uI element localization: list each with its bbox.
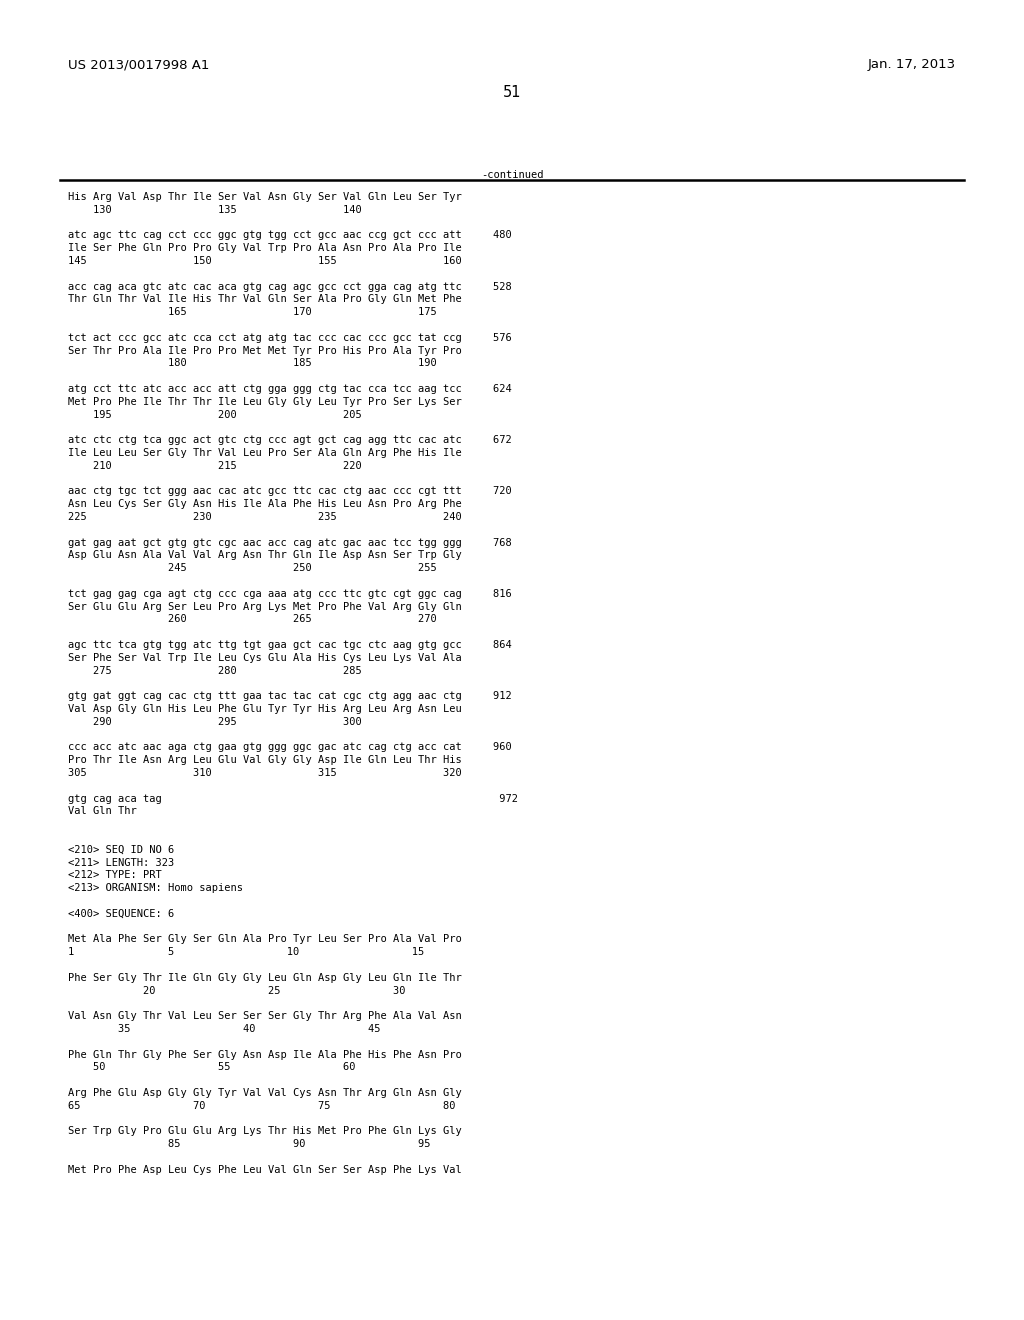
Text: tct gag gag cga agt ctg ccc cga aaa atg ccc ttc gtc cgt ggc cag     816: tct gag gag cga agt ctg ccc cga aaa atg …	[68, 589, 512, 599]
Text: 275                 280                 285: 275 280 285	[68, 665, 361, 676]
Text: <213> ORGANISM: Homo sapiens: <213> ORGANISM: Homo sapiens	[68, 883, 243, 894]
Text: His Arg Val Asp Thr Ile Ser Val Asn Gly Ser Val Gln Leu Ser Tyr: His Arg Val Asp Thr Ile Ser Val Asn Gly …	[68, 191, 462, 202]
Text: Ile Leu Leu Ser Gly Thr Val Leu Pro Ser Ala Gln Arg Phe His Ile: Ile Leu Leu Ser Gly Thr Val Leu Pro Ser …	[68, 447, 462, 458]
Text: <212> TYPE: PRT: <212> TYPE: PRT	[68, 870, 162, 880]
Text: Val Asp Gly Gln His Leu Phe Glu Tyr Tyr His Arg Leu Arg Asn Leu: Val Asp Gly Gln His Leu Phe Glu Tyr Tyr …	[68, 704, 462, 714]
Text: tct act ccc gcc atc cca cct atg atg tac ccc cac ccc gcc tat ccg     576: tct act ccc gcc atc cca cct atg atg tac …	[68, 333, 512, 343]
Text: 305                 310                 315                 320: 305 310 315 320	[68, 768, 462, 777]
Text: Asp Glu Asn Ala Val Val Arg Asn Thr Gln Ile Asp Asn Ser Trp Gly: Asp Glu Asn Ala Val Val Arg Asn Thr Gln …	[68, 550, 462, 561]
Text: Val Gln Thr: Val Gln Thr	[68, 807, 137, 816]
Text: Arg Phe Glu Asp Gly Gly Tyr Val Val Cys Asn Thr Arg Gln Asn Gly: Arg Phe Glu Asp Gly Gly Tyr Val Val Cys …	[68, 1088, 462, 1098]
Text: Ser Thr Pro Ala Ile Pro Pro Met Met Tyr Pro His Pro Ala Tyr Pro: Ser Thr Pro Ala Ile Pro Pro Met Met Tyr …	[68, 346, 462, 355]
Text: ccc acc atc aac aga ctg gaa gtg ggg ggc gac atc cag ctg acc cat     960: ccc acc atc aac aga ctg gaa gtg ggg ggc …	[68, 742, 512, 752]
Text: <211> LENGTH: 323: <211> LENGTH: 323	[68, 858, 174, 867]
Text: 51: 51	[503, 84, 521, 100]
Text: acc cag aca gtc atc cac aca gtg cag agc gcc cct gga cag atg ttc     528: acc cag aca gtc atc cac aca gtg cag agc …	[68, 281, 512, 292]
Text: Ser Glu Glu Arg Ser Leu Pro Arg Lys Met Pro Phe Val Arg Gly Gln: Ser Glu Glu Arg Ser Leu Pro Arg Lys Met …	[68, 602, 462, 611]
Text: 130                 135                 140: 130 135 140	[68, 205, 361, 215]
Text: gat gag aat gct gtg gtc cgc aac acc cag atc gac aac tcc tgg ggg     768: gat gag aat gct gtg gtc cgc aac acc cag …	[68, 537, 512, 548]
Text: 85                  90                  95: 85 90 95	[68, 1139, 430, 1150]
Text: agc ttc tca gtg tgg atc ttg tgt gaa gct cac tgc ctc aag gtg gcc     864: agc ttc tca gtg tgg atc ttg tgt gaa gct …	[68, 640, 512, 649]
Text: <210> SEQ ID NO 6: <210> SEQ ID NO 6	[68, 845, 174, 855]
Text: Ser Trp Gly Pro Glu Glu Arg Lys Thr His Met Pro Phe Gln Lys Gly: Ser Trp Gly Pro Glu Glu Arg Lys Thr His …	[68, 1126, 462, 1137]
Text: gtg cag aca tag                                                      972: gtg cag aca tag 972	[68, 793, 518, 804]
Text: Jan. 17, 2013: Jan. 17, 2013	[868, 58, 956, 71]
Text: atg cct ttc atc acc acc att ctg gga ggg ctg tac cca tcc aag tcc     624: atg cct ttc atc acc acc att ctg gga ggg …	[68, 384, 512, 393]
Text: 225                 230                 235                 240: 225 230 235 240	[68, 512, 462, 521]
Text: Val Asn Gly Thr Val Leu Ser Ser Ser Gly Thr Arg Phe Ala Val Asn: Val Asn Gly Thr Val Leu Ser Ser Ser Gly …	[68, 1011, 462, 1022]
Text: Ile Ser Phe Gln Pro Pro Gly Val Trp Pro Ala Asn Pro Ala Pro Ile: Ile Ser Phe Gln Pro Pro Gly Val Trp Pro …	[68, 243, 462, 253]
Text: 165                 170                 175: 165 170 175	[68, 308, 437, 317]
Text: 35                  40                  45: 35 40 45	[68, 1024, 381, 1034]
Text: 260                 265                 270: 260 265 270	[68, 614, 437, 624]
Text: 50                  55                  60: 50 55 60	[68, 1063, 355, 1072]
Text: -continued: -continued	[480, 170, 544, 180]
Text: 145                 150                 155                 160: 145 150 155 160	[68, 256, 462, 267]
Text: Met Pro Phe Asp Leu Cys Phe Leu Val Gln Ser Ser Asp Phe Lys Val: Met Pro Phe Asp Leu Cys Phe Leu Val Gln …	[68, 1164, 462, 1175]
Text: Ser Phe Ser Val Trp Ile Leu Cys Glu Ala His Cys Leu Lys Val Ala: Ser Phe Ser Val Trp Ile Leu Cys Glu Ala …	[68, 653, 462, 663]
Text: Phe Gln Thr Gly Phe Ser Gly Asn Asp Ile Ala Phe His Phe Asn Pro: Phe Gln Thr Gly Phe Ser Gly Asn Asp Ile …	[68, 1049, 462, 1060]
Text: Phe Ser Gly Thr Ile Gln Gly Gly Leu Gln Asp Gly Leu Gln Ile Thr: Phe Ser Gly Thr Ile Gln Gly Gly Leu Gln …	[68, 973, 462, 983]
Text: Asn Leu Cys Ser Gly Asn His Ile Ala Phe His Leu Asn Pro Arg Phe: Asn Leu Cys Ser Gly Asn His Ile Ala Phe …	[68, 499, 462, 510]
Text: US 2013/0017998 A1: US 2013/0017998 A1	[68, 58, 209, 71]
Text: <400> SEQUENCE: 6: <400> SEQUENCE: 6	[68, 908, 174, 919]
Text: 65                  70                  75                  80: 65 70 75 80	[68, 1101, 456, 1111]
Text: Met Pro Phe Ile Thr Thr Ile Leu Gly Gly Leu Tyr Pro Ser Lys Ser: Met Pro Phe Ile Thr Thr Ile Leu Gly Gly …	[68, 397, 462, 407]
Text: 180                 185                 190: 180 185 190	[68, 359, 437, 368]
Text: 1               5                  10                  15: 1 5 10 15	[68, 948, 424, 957]
Text: 20                  25                  30: 20 25 30	[68, 986, 406, 995]
Text: atc ctc ctg tca ggc act gtc ctg ccc agt gct cag agg ttc cac atc     672: atc ctc ctg tca ggc act gtc ctg ccc agt …	[68, 436, 512, 445]
Text: Pro Thr Ile Asn Arg Leu Glu Val Gly Gly Asp Ile Gln Leu Thr His: Pro Thr Ile Asn Arg Leu Glu Val Gly Gly …	[68, 755, 462, 766]
Text: 210                 215                 220: 210 215 220	[68, 461, 361, 471]
Text: 245                 250                 255: 245 250 255	[68, 564, 437, 573]
Text: gtg gat ggt cag cac ctg ttt gaa tac tac cat cgc ctg agg aac ctg     912: gtg gat ggt cag cac ctg ttt gaa tac tac …	[68, 692, 512, 701]
Text: 290                 295                 300: 290 295 300	[68, 717, 361, 727]
Text: atc agc ttc cag cct ccc ggc gtg tgg cct gcc aac ccg gct ccc att     480: atc agc ttc cag cct ccc ggc gtg tgg cct …	[68, 231, 512, 240]
Text: aac ctg tgc tct ggg aac cac atc gcc ttc cac ctg aac ccc cgt ttt     720: aac ctg tgc tct ggg aac cac atc gcc ttc …	[68, 486, 512, 496]
Text: Met Ala Phe Ser Gly Ser Gln Ala Pro Tyr Leu Ser Pro Ala Val Pro: Met Ala Phe Ser Gly Ser Gln Ala Pro Tyr …	[68, 935, 462, 944]
Text: Thr Gln Thr Val Ile His Thr Val Gln Ser Ala Pro Gly Gln Met Phe: Thr Gln Thr Val Ile His Thr Val Gln Ser …	[68, 294, 462, 305]
Text: 195                 200                 205: 195 200 205	[68, 409, 361, 420]
